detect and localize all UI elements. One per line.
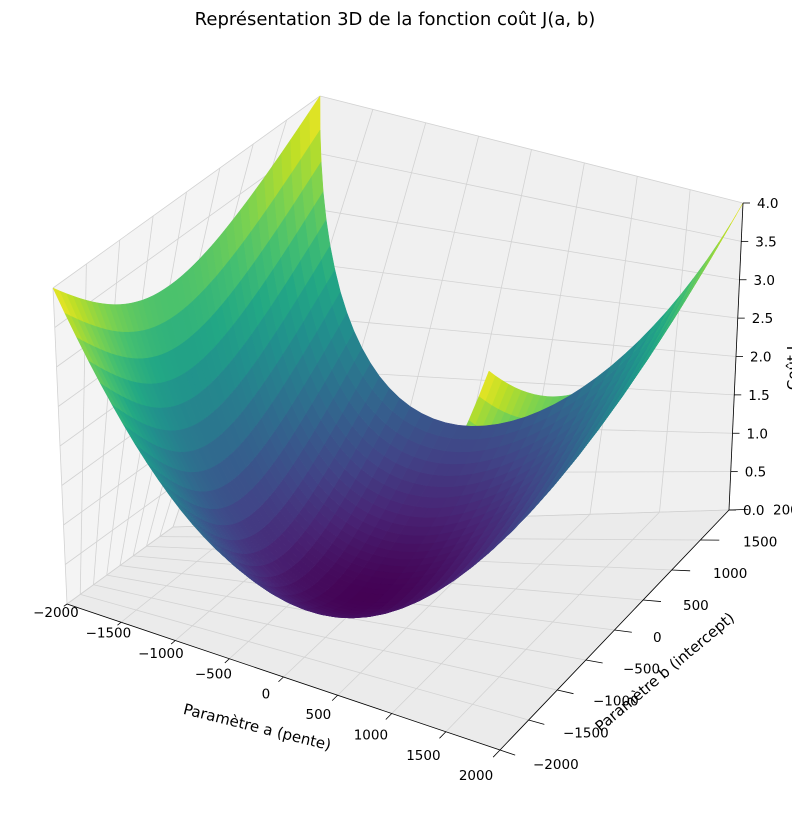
x-tick-mark — [117, 621, 122, 626]
y-tick-label: −1500 — [563, 725, 609, 741]
y-tick-mark — [557, 689, 574, 695]
z-tick-label: 2.0 — [750, 350, 771, 366]
grid-line — [391, 513, 591, 714]
x-tick-mark — [385, 713, 393, 720]
tick-labels: −2000−1500−1000−5000500100015002000−2000… — [33, 196, 792, 784]
y-tick-mark — [528, 719, 545, 725]
grid-line — [659, 189, 691, 513]
y-tick-mark — [499, 749, 516, 756]
x-tick-mark — [170, 640, 176, 645]
z-tick-label: 1.0 — [747, 426, 768, 442]
y-tick-mark — [671, 569, 691, 572]
grid-line — [319, 95, 744, 204]
grid-line — [283, 203, 740, 281]
x-tick-mark — [224, 658, 230, 664]
x-tick-mark — [492, 749, 501, 758]
y-tick-label: 1000 — [713, 566, 747, 582]
x-tick-label: 2000 — [459, 768, 493, 784]
y-tick-label: 500 — [683, 598, 709, 614]
grid-line — [264, 257, 738, 319]
grid-line — [52, 95, 321, 289]
z-axis-label: Coût J — [784, 346, 792, 390]
grid-line — [589, 176, 638, 515]
x-tick-label: −1000 — [138, 646, 184, 662]
y-tick-label: 2000 — [773, 503, 792, 519]
grid-line — [54, 149, 302, 328]
x-tick-mark — [278, 676, 284, 683]
y-tick-mark — [614, 629, 632, 633]
grid-line — [301, 149, 742, 242]
x-tick-label: 0 — [262, 687, 271, 703]
x-tick-label: −1500 — [86, 626, 132, 642]
x-tick-label: 500 — [306, 707, 332, 723]
y-tick-label: 0 — [653, 630, 662, 646]
x-tick-mark — [331, 694, 338, 701]
floor-pane — [67, 510, 729, 750]
z-tick-label: 4.0 — [757, 196, 778, 212]
z-tick-label: 1.5 — [748, 388, 769, 404]
x-tick-label: −2000 — [33, 605, 79, 621]
y-tick-mark — [585, 659, 603, 664]
x-tick-label: −500 — [195, 666, 232, 682]
y-tick-mark — [643, 599, 662, 602]
x-tick-mark — [439, 731, 447, 739]
y-tick-label: −500 — [623, 662, 660, 678]
y-tick-label: −1000 — [593, 694, 639, 710]
y-tick-label: 1500 — [743, 534, 777, 550]
x-tick-mark — [63, 603, 68, 607]
z-tick-label: 0.5 — [745, 465, 766, 481]
z-tick-label: 3.5 — [755, 234, 776, 250]
z-tick-label: 0.0 — [743, 503, 764, 519]
axis-lines — [63, 202, 750, 758]
x-tick-label: 1500 — [406, 748, 440, 764]
z-tick-label: 2.5 — [752, 311, 773, 327]
cost-surface — [52, 95, 744, 619]
surface-patch — [332, 291, 348, 327]
x-tick-label: 1000 — [354, 727, 388, 743]
chart-title: Représentation 3D de la fonction coût J(… — [195, 9, 596, 30]
z-tick-label: 3.0 — [754, 273, 775, 289]
grid-line — [445, 511, 660, 733]
y-tick-label: −2000 — [533, 757, 579, 773]
